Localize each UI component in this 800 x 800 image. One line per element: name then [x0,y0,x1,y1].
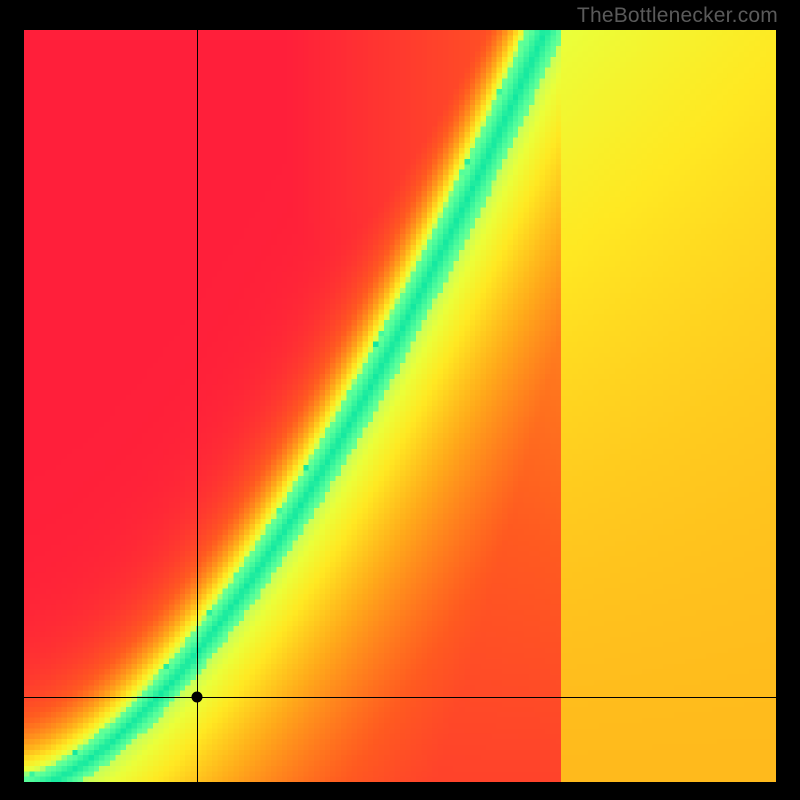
crosshair-horizontal-line [24,697,776,698]
heatmap-container [24,30,776,782]
page-root: TheBottlenecker.com [0,0,800,800]
crosshair-marker-dot [191,692,202,703]
watermark-text: TheBottlenecker.com [577,4,778,28]
crosshair-vertical-line [197,30,198,782]
bottleneck-heatmap [24,30,776,782]
